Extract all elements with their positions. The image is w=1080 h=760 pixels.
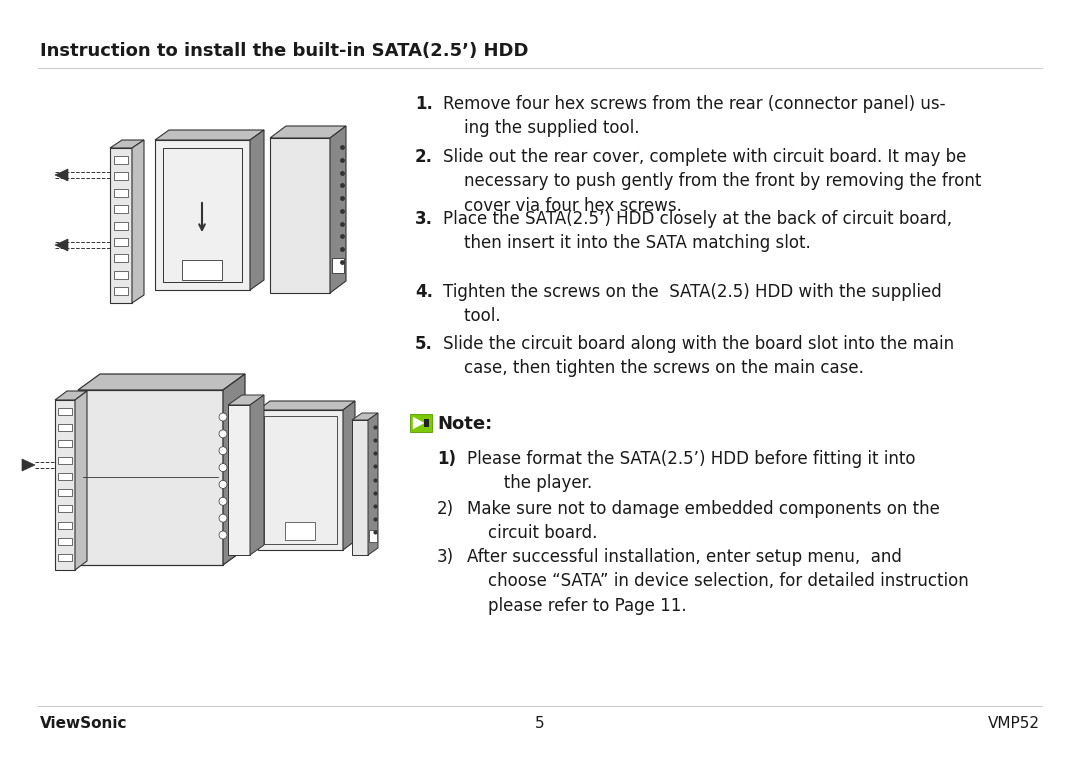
- Bar: [58, 424, 72, 431]
- Bar: [424, 419, 429, 427]
- Bar: [114, 221, 129, 230]
- Bar: [58, 521, 72, 528]
- Text: 3.: 3.: [415, 210, 433, 228]
- Text: 1): 1): [437, 450, 456, 468]
- Polygon shape: [228, 405, 249, 555]
- Circle shape: [219, 531, 227, 539]
- Bar: [58, 473, 72, 480]
- Polygon shape: [55, 400, 75, 570]
- Bar: [369, 530, 377, 542]
- Polygon shape: [249, 130, 264, 290]
- Bar: [114, 173, 129, 180]
- Text: After successful installation, enter setup menu,  and
    choose “SATA” in devic: After successful installation, enter set…: [467, 548, 969, 615]
- Text: 1.: 1.: [415, 95, 433, 113]
- Bar: [58, 408, 72, 415]
- Bar: [264, 416, 337, 544]
- Circle shape: [219, 430, 227, 438]
- Text: Instruction to install the built-in SATA(2.5’) HDD: Instruction to install the built-in SATA…: [40, 42, 528, 60]
- Text: 3): 3): [437, 548, 454, 566]
- Polygon shape: [258, 410, 343, 550]
- FancyBboxPatch shape: [410, 414, 432, 432]
- Text: Tighten the screws on the  SATA(2.5) HDD with the supplied
    tool.: Tighten the screws on the SATA(2.5) HDD …: [443, 283, 942, 325]
- Polygon shape: [55, 169, 68, 181]
- Bar: [58, 489, 72, 496]
- Bar: [58, 538, 72, 545]
- Polygon shape: [156, 130, 264, 140]
- Polygon shape: [22, 459, 35, 471]
- Polygon shape: [132, 140, 144, 303]
- Polygon shape: [343, 401, 355, 550]
- Text: 4.: 4.: [415, 283, 433, 301]
- Circle shape: [219, 480, 227, 489]
- Bar: [285, 522, 315, 540]
- Circle shape: [219, 447, 227, 454]
- Circle shape: [219, 413, 227, 421]
- Bar: [114, 255, 129, 262]
- Polygon shape: [270, 138, 330, 293]
- Bar: [58, 505, 72, 512]
- Polygon shape: [368, 413, 378, 555]
- Bar: [163, 148, 242, 282]
- Circle shape: [219, 464, 227, 471]
- Text: Note:: Note:: [437, 415, 492, 433]
- Text: 5: 5: [536, 716, 544, 731]
- Bar: [183, 260, 222, 280]
- Bar: [58, 441, 72, 448]
- Bar: [114, 238, 129, 246]
- Polygon shape: [75, 391, 87, 570]
- Polygon shape: [228, 395, 264, 405]
- Bar: [58, 554, 72, 561]
- Text: Slide out the rear cover, complete with circuit board. It may be
    necessary t: Slide out the rear cover, complete with …: [443, 148, 982, 214]
- Polygon shape: [352, 420, 368, 555]
- Polygon shape: [258, 401, 355, 410]
- Text: Place the SATA(2.5’) HDD closely at the back of circuit board,
    then insert i: Place the SATA(2.5’) HDD closely at the …: [443, 210, 953, 252]
- Polygon shape: [413, 417, 424, 429]
- Bar: [114, 205, 129, 213]
- Polygon shape: [222, 374, 245, 565]
- Circle shape: [219, 515, 227, 522]
- Bar: [114, 156, 129, 164]
- Bar: [114, 271, 129, 279]
- Polygon shape: [55, 239, 68, 251]
- Text: ViewSonic: ViewSonic: [40, 716, 127, 731]
- Text: 5.: 5.: [415, 335, 433, 353]
- Polygon shape: [156, 140, 249, 290]
- Polygon shape: [110, 140, 144, 148]
- Polygon shape: [270, 126, 346, 138]
- Text: Make sure not to damage embedded components on the
    circuit board.: Make sure not to damage embedded compone…: [467, 500, 940, 543]
- Polygon shape: [249, 395, 264, 555]
- Bar: [114, 188, 129, 197]
- Text: Please format the SATA(2.5’) HDD before fitting it into
       the player.: Please format the SATA(2.5’) HDD before …: [467, 450, 916, 492]
- Text: VMP52: VMP52: [988, 716, 1040, 731]
- Bar: [114, 287, 129, 295]
- Text: 2): 2): [437, 500, 454, 518]
- Text: Slide the circuit board along with the board slot into the main
    case, then t: Slide the circuit board along with the b…: [443, 335, 954, 377]
- Bar: [58, 457, 72, 464]
- Polygon shape: [55, 391, 87, 400]
- Polygon shape: [78, 390, 222, 565]
- Polygon shape: [352, 413, 378, 420]
- Text: Remove four hex screws from the rear (connector panel) us-
    ing the supplied : Remove four hex screws from the rear (co…: [443, 95, 945, 138]
- Polygon shape: [78, 374, 245, 390]
- Circle shape: [219, 497, 227, 505]
- Bar: [332, 258, 345, 273]
- Text: 2.: 2.: [415, 148, 433, 166]
- Polygon shape: [110, 148, 132, 303]
- Polygon shape: [330, 126, 346, 293]
